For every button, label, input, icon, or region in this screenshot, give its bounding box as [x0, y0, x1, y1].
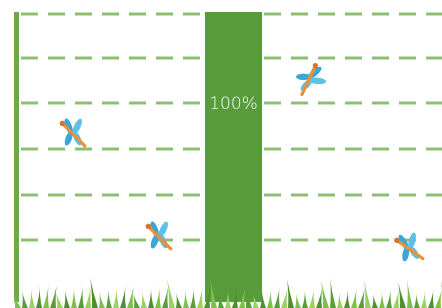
grass-blade [379, 291, 385, 308]
grass-blade [407, 279, 413, 308]
grass-blade [162, 282, 169, 308]
dragonfly [393, 231, 423, 264]
grass-blade [197, 284, 203, 308]
grass-blade [414, 293, 420, 308]
grass-blade [351, 286, 357, 308]
grass-blade [364, 280, 371, 308]
grass-blade [398, 282, 406, 308]
grass-blade [183, 290, 189, 308]
grass-blade [167, 279, 175, 308]
grass-blade [155, 285, 161, 308]
dragonfly [60, 117, 85, 146]
grass-blade [113, 286, 119, 308]
grass-blade [330, 278, 336, 308]
grass-blade [148, 288, 154, 308]
grass-blade [428, 287, 434, 308]
grass-blade [106, 289, 112, 308]
grass-blade [120, 283, 126, 308]
bars: 100% [205, 12, 262, 302]
grass-blade [56, 293, 63, 308]
grass-blade [64, 290, 70, 308]
grass-blade [287, 279, 294, 308]
chart: 100% [0, 0, 442, 308]
page: 100% (() => { const data = JSON.parse(do… [0, 0, 442, 308]
bar [205, 12, 262, 302]
grass-blade [421, 290, 427, 308]
grass-blade [435, 284, 442, 308]
grass-blade [302, 290, 308, 308]
grass-blade [386, 288, 392, 308]
grass-blade [309, 287, 315, 308]
grass-blade [321, 281, 329, 308]
grass-blade [372, 294, 378, 308]
grass-blade [78, 284, 84, 308]
grass-blade [316, 284, 323, 308]
grass-blade [393, 285, 400, 308]
grass-blade [127, 280, 135, 308]
value-label: 100% [209, 94, 258, 114]
dragonfly [293, 61, 329, 95]
grass-blade [43, 282, 49, 308]
grass-blade [36, 285, 42, 308]
grass-blade [22, 291, 28, 308]
grass-blade [267, 288, 273, 308]
grass-blade [99, 292, 105, 308]
grass-blade [29, 288, 35, 308]
grass-blade [85, 281, 92, 308]
grass-blade [190, 287, 196, 308]
grass-blade [141, 291, 147, 308]
grass-blade [50, 279, 58, 308]
grass-blade [133, 294, 140, 308]
y-axis [14, 12, 19, 302]
grass-blade [90, 278, 98, 308]
grass-blade [274, 285, 280, 308]
grass-blade [71, 287, 77, 308]
grass-blade [295, 293, 301, 308]
grass-blade [176, 293, 182, 308]
grass-blade [337, 292, 343, 308]
dragonfly [146, 220, 171, 249]
grass-blade [344, 289, 350, 308]
